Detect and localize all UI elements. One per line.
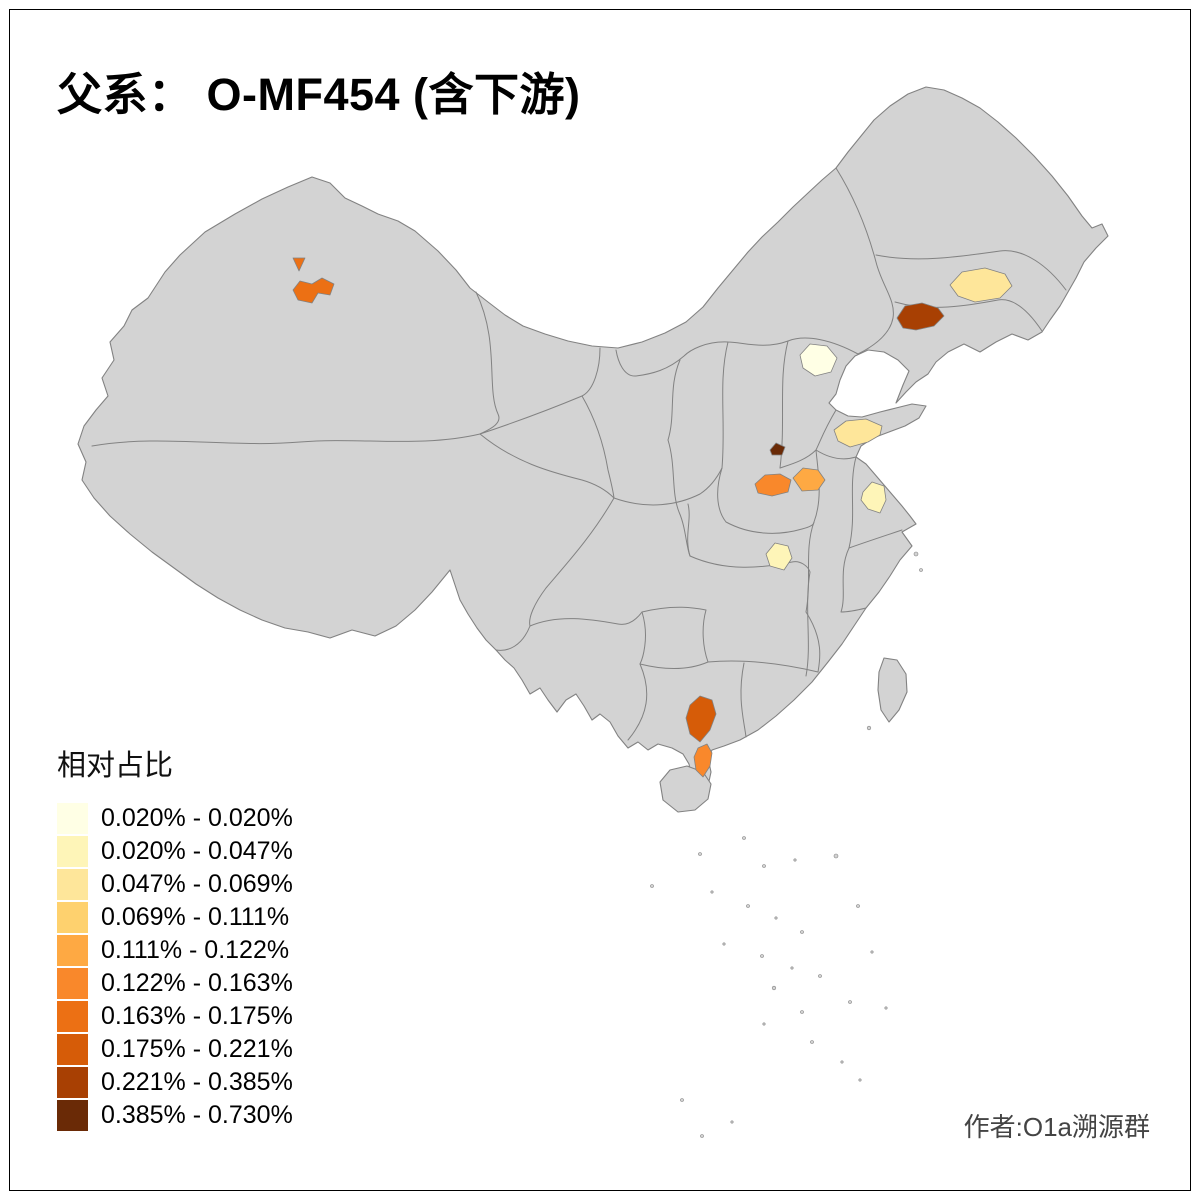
legend-label: 0.020% - 0.047%	[101, 837, 293, 865]
legend-item: 0.020% - 0.047%	[57, 835, 293, 868]
highlight-region-western-liaoning	[896, 302, 945, 331]
highlight-region-central-jiangsu	[860, 481, 887, 514]
highlight-region-central-anhui	[765, 542, 793, 571]
highlight-region-central-jilin	[949, 267, 1013, 303]
hainan-island	[659, 765, 712, 813]
legend-label: 0.221% - 0.385%	[101, 1068, 293, 1096]
legend-item: 0.385% - 0.730%	[57, 1099, 293, 1132]
legend-item: 0.175% - 0.221%	[57, 1033, 293, 1066]
highlight-region-zhanjiang-leizhou	[693, 743, 713, 778]
legend-item: 0.221% - 0.385%	[57, 1066, 293, 1099]
legend-item: 0.122% - 0.163%	[57, 967, 293, 1000]
legend-swatch	[57, 1001, 88, 1032]
highlight-region-northern-xinjiang-exclave	[292, 257, 306, 272]
legend-item: 0.163% - 0.175%	[57, 1000, 293, 1033]
legend-label: 0.175% - 0.221%	[101, 1035, 293, 1063]
legend-label: 0.122% - 0.163%	[101, 969, 293, 997]
legend-item: 0.069% - 0.111%	[57, 901, 293, 934]
highlight-region-northern-xinjiang	[292, 277, 335, 304]
page-title: 父系： O-MF454 (含下游)	[57, 69, 581, 120]
legend: 相对占比 0.020% - 0.020% 0.020% - 0.047% 0.0…	[57, 742, 293, 1132]
legend-swatch	[57, 902, 88, 933]
legend-swatch	[57, 836, 88, 867]
land-group	[77, 86, 1109, 813]
legend-label: 0.069% - 0.111%	[101, 903, 290, 931]
mainland-china-shape	[77, 86, 1109, 793]
legend-item: 0.020% - 0.020%	[57, 802, 293, 835]
legend-swatch	[57, 968, 88, 999]
province-borders	[91, 167, 1067, 741]
legend-label: 0.111% - 0.122%	[101, 936, 290, 964]
taiwan-island	[877, 657, 908, 723]
legend-label: 0.385% - 0.730%	[101, 1101, 293, 1129]
legend-swatch	[57, 1034, 88, 1065]
south-china-sea-islands	[650, 551, 923, 1138]
legend-swatch	[57, 1067, 88, 1098]
legend-label: 0.047% - 0.069%	[101, 870, 293, 898]
legend-swatch	[57, 803, 88, 834]
highlight-region-northwestern-henan-small	[769, 442, 786, 456]
highlighted-regions	[292, 257, 1013, 778]
highlight-region-southern-guangxi	[685, 695, 717, 743]
highlight-region-northwestern-shandong	[833, 418, 883, 448]
legend-item: 0.047% - 0.069%	[57, 868, 293, 901]
attribution: 作者:O1a溯源群	[963, 1112, 1150, 1142]
legend-label: 0.163% - 0.175%	[101, 1002, 293, 1030]
highlight-region-west-central-henan	[754, 473, 792, 497]
highlight-region-east-central-henan	[792, 467, 826, 492]
legend-swatch	[57, 1100, 88, 1131]
highlight-region-beijing-tianjin	[799, 343, 838, 377]
legend-label: 0.020% - 0.020%	[101, 804, 293, 832]
legend-swatch	[57, 869, 88, 900]
legend-swatch	[57, 935, 88, 966]
legend-title: 相对占比	[57, 750, 174, 782]
legend-item: 0.111% - 0.122%	[57, 934, 293, 967]
